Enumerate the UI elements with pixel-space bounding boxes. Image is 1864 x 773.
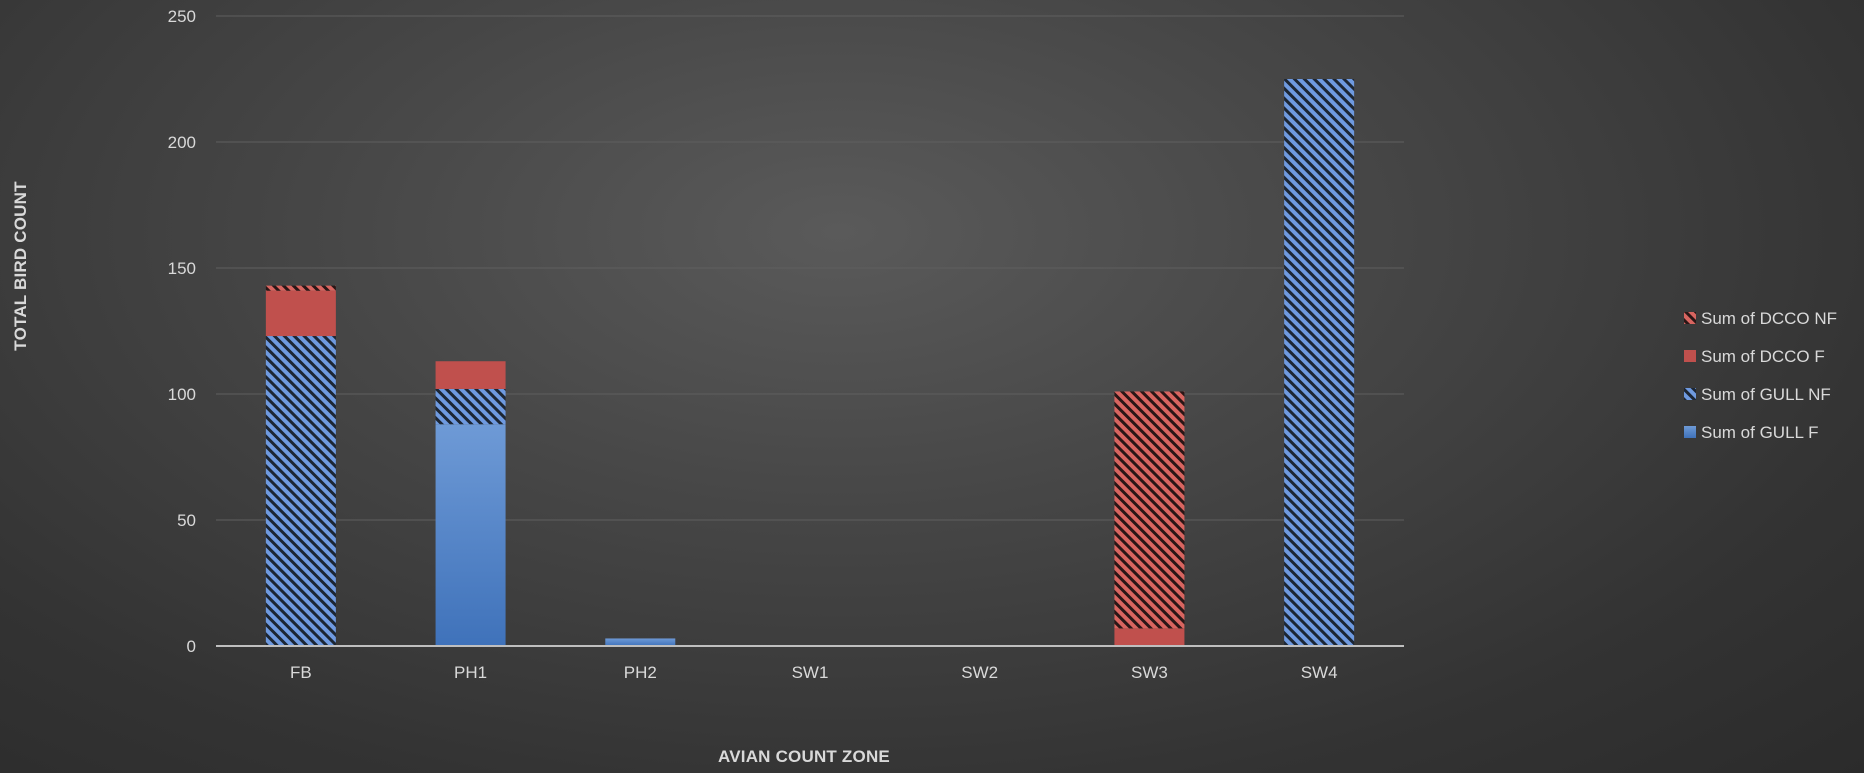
legend-swatch — [1684, 388, 1696, 400]
x-tick-label: PH2 — [624, 663, 657, 682]
legend-label: Sum of GULL NF — [1701, 385, 1831, 404]
bar-ph1-sum-of-dcco-f — [435, 361, 506, 389]
legend-label: Sum of DCCO F — [1701, 347, 1825, 366]
x-axis-title: AVIAN COUNT ZONE — [718, 747, 890, 766]
y-tick-label: 0 — [187, 637, 196, 656]
y-tick-label: 100 — [168, 385, 196, 404]
y-tick-label: 50 — [177, 511, 196, 530]
x-tick-label: PH1 — [454, 663, 487, 682]
y-axis-title: TOTAL BIRD COUNT — [11, 181, 30, 351]
legend-label: Sum of DCCO NF — [1701, 309, 1837, 328]
legend: Sum of DCCO NF Sum of DCCO F Sum of GULL N… — [1684, 309, 1837, 442]
x-axis: FB PH1 PH2 SW1 SW2 SW3 SW4 — [290, 663, 1338, 682]
y-tick-label: 200 — [168, 133, 196, 152]
gridlines — [216, 15, 1404, 521]
legend-swatch — [1684, 350, 1696, 362]
bar-fb-sum-of-dcco-nf — [265, 285, 336, 291]
bar-sw3-sum-of-dcco-nf — [1114, 391, 1185, 629]
bar-ph1-sum-of-gull-f — [435, 424, 506, 646]
x-tick-label: FB — [290, 663, 312, 682]
bar-fb-sum-of-dcco-f — [265, 290, 336, 337]
legend-label: Sum of GULL F — [1701, 423, 1818, 442]
y-tick-label: 250 — [168, 7, 196, 26]
bar-ph1-sum-of-gull-nf — [435, 388, 506, 425]
plot-area — [265, 79, 1355, 646]
x-tick-label: SW2 — [961, 663, 998, 682]
bar-sw4-sum-of-gull-nf — [1284, 79, 1355, 646]
legend-swatch — [1684, 426, 1696, 438]
y-tick-label: 150 — [168, 259, 196, 278]
x-tick-label: SW3 — [1131, 663, 1168, 682]
legend-swatch — [1684, 312, 1696, 324]
y-axis: 0 50 100 150 200 250 — [168, 7, 196, 656]
x-tick-label: SW1 — [792, 663, 829, 682]
bar-ph2-sum-of-gull-f — [605, 638, 676, 646]
x-tick-label: SW4 — [1301, 663, 1338, 682]
bar-fb-sum-of-gull-nf — [265, 336, 336, 646]
bar-sw3-sum-of-dcco-f — [1114, 628, 1185, 646]
